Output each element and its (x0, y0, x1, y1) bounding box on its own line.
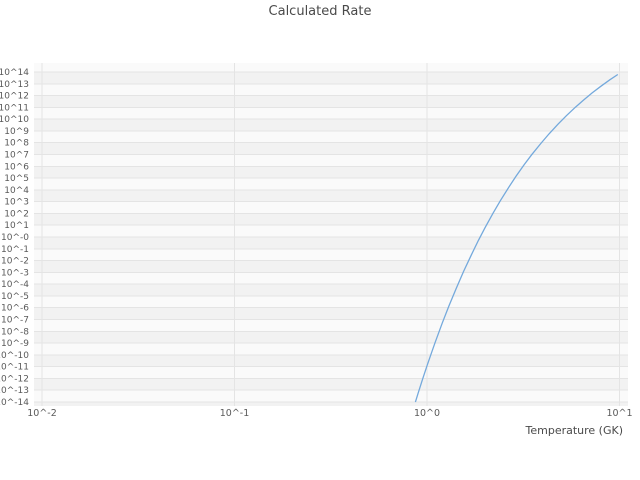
rate-line (414, 73, 619, 403)
y-tick-label: 10^-0 (1, 233, 29, 243)
y-tick-label: 10^11 (0, 103, 29, 113)
y-tick-label: 10^-6 (1, 304, 29, 314)
y-tick-label: 10^-5 (1, 292, 29, 302)
y-tick-label: 10^-4 (1, 280, 29, 290)
y-tick-label: 10^-2 (1, 257, 29, 267)
y-tick-label: 10^-9 (1, 339, 29, 349)
y-tick-label: 10^-1 (1, 245, 29, 255)
y-tick-label: 10^13 (0, 80, 29, 90)
chart-title: Calculated Rate (268, 4, 372, 19)
y-tick-label: 10^3 (4, 198, 29, 208)
x-tick-label: 10^-1 (220, 408, 250, 419)
grid-bands (34, 63, 628, 406)
y-tick-label: 10^-14 (0, 398, 29, 408)
y-tick-label: 10^6 (4, 162, 29, 172)
y-tick-label: 10^7 (4, 151, 29, 161)
y-tick-label: 10^-12 (0, 374, 29, 384)
x-axis-label: Temperature (GK) (525, 424, 624, 437)
x-tick-label: 10^0 (414, 408, 440, 419)
x-tick-label: 10^-2 (27, 408, 57, 419)
y-tick-label: 10^10 (0, 115, 29, 125)
y-tick-label: 10^2 (4, 209, 29, 219)
y-tick-label: 10^4 (4, 186, 29, 196)
y-tick-label: 10^12 (0, 92, 29, 102)
x-tick-labels: 10^-2 10^-1 10^0 10^1 (27, 408, 632, 419)
y-tick-label: 10^-7 (1, 316, 29, 326)
y-tick-labels: 10^1410^1310^1210^1110^1010^910^810^710^… (0, 68, 29, 408)
y-tick-label: 10^5 (4, 174, 29, 184)
y-tick-label: 10^8 (4, 139, 29, 149)
y-tick-label: 10^-8 (1, 327, 29, 337)
y-tick-label: 10^-3 (1, 268, 29, 278)
y-tick-label: 10^-10 (0, 351, 29, 361)
y-tick-label: 10^1 (4, 221, 29, 231)
y-tick-label: 10^14 (0, 68, 29, 78)
x-tick-label: 10^1 (606, 408, 632, 419)
y-tick-label: 10^-13 (0, 386, 29, 396)
gridlines (34, 63, 628, 406)
y-tick-label: 10^9 (4, 127, 29, 137)
y-tick-label: 10^-11 (0, 363, 29, 373)
